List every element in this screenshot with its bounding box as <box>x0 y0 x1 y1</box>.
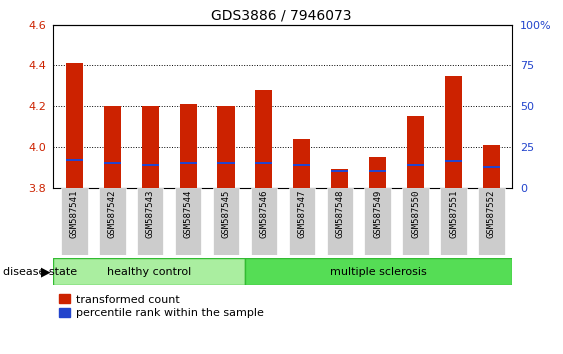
Bar <box>331 170 348 172</box>
Bar <box>407 164 424 166</box>
Bar <box>104 162 121 164</box>
Bar <box>407 116 424 188</box>
Text: multiple sclerosis: multiple sclerosis <box>330 267 427 277</box>
Bar <box>445 160 462 161</box>
Text: GSM587551: GSM587551 <box>449 190 458 238</box>
FancyBboxPatch shape <box>364 188 391 255</box>
FancyBboxPatch shape <box>245 258 512 285</box>
FancyBboxPatch shape <box>478 188 505 255</box>
FancyBboxPatch shape <box>61 188 88 255</box>
Text: GSM587549: GSM587549 <box>373 190 382 238</box>
Text: GSM587550: GSM587550 <box>411 190 420 238</box>
Bar <box>445 76 462 188</box>
FancyBboxPatch shape <box>99 188 126 255</box>
FancyBboxPatch shape <box>213 188 239 255</box>
Bar <box>483 166 500 168</box>
Bar <box>142 164 159 166</box>
Bar <box>217 106 235 188</box>
Bar <box>66 63 83 188</box>
Bar <box>256 90 272 188</box>
Legend: transformed count, percentile rank within the sample: transformed count, percentile rank withi… <box>59 294 263 318</box>
Text: GSM587548: GSM587548 <box>336 190 345 238</box>
Text: GDS3886 / 7946073: GDS3886 / 7946073 <box>211 9 352 23</box>
Text: GSM587547: GSM587547 <box>297 190 306 238</box>
Bar <box>217 162 235 164</box>
FancyBboxPatch shape <box>175 188 202 255</box>
Bar <box>256 162 272 164</box>
Bar <box>104 106 121 188</box>
Text: ▶: ▶ <box>41 265 51 278</box>
Bar <box>142 106 159 188</box>
Bar <box>180 162 196 164</box>
Bar <box>483 145 500 188</box>
FancyBboxPatch shape <box>289 188 315 255</box>
Text: healthy control: healthy control <box>107 267 191 277</box>
Bar <box>66 159 83 161</box>
FancyBboxPatch shape <box>137 188 163 255</box>
FancyBboxPatch shape <box>327 188 353 255</box>
Bar <box>331 169 348 188</box>
Bar <box>293 164 310 166</box>
Text: GSM587552: GSM587552 <box>487 190 496 238</box>
FancyBboxPatch shape <box>440 188 467 255</box>
Bar <box>369 170 386 172</box>
Bar <box>293 139 310 188</box>
Text: GSM587545: GSM587545 <box>221 190 230 238</box>
Text: GSM587542: GSM587542 <box>108 190 117 238</box>
Bar <box>180 104 196 188</box>
Bar <box>369 157 386 188</box>
Text: GSM587544: GSM587544 <box>184 190 193 238</box>
FancyBboxPatch shape <box>403 188 429 255</box>
FancyBboxPatch shape <box>251 188 277 255</box>
Text: GSM587543: GSM587543 <box>146 190 155 238</box>
Text: disease state: disease state <box>3 267 77 277</box>
Text: GSM587541: GSM587541 <box>70 190 79 238</box>
Text: GSM587546: GSM587546 <box>260 190 269 238</box>
FancyBboxPatch shape <box>53 258 245 285</box>
